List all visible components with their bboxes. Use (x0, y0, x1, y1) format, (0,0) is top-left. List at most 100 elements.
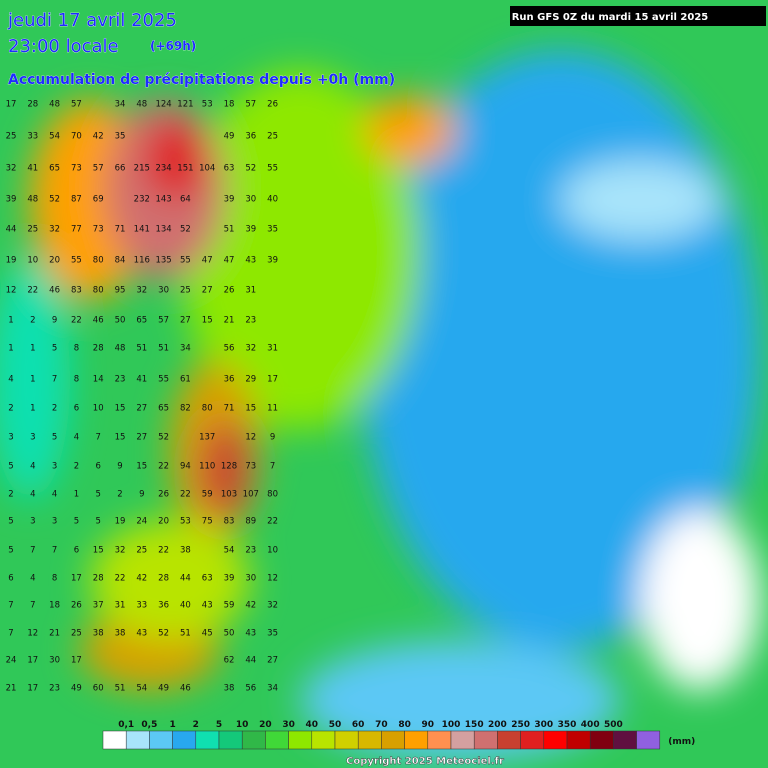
legend-swatch (357, 730, 382, 750)
grid-value: 44 (245, 656, 256, 666)
grid-value: 9 (52, 316, 57, 326)
grid-value: 44 (6, 225, 17, 235)
grid-value: 15 (136, 462, 147, 472)
grid-value: 41 (27, 164, 38, 174)
grid-value: 55 (180, 256, 191, 266)
grid-value: 53 (202, 100, 213, 110)
grid-value: 32 (6, 164, 17, 174)
legend-label: 2 (193, 720, 199, 730)
grid-value: 6 (74, 546, 79, 556)
grid-value: 38 (224, 684, 235, 694)
grid-value: 77 (71, 225, 82, 235)
grid-value: 10 (93, 404, 104, 414)
grid-value: 94 (180, 462, 191, 472)
grid-value: 59 (224, 601, 235, 611)
grid-value: 7 (30, 546, 35, 556)
grid-value: 37 (93, 601, 104, 611)
grid-value: 32 (267, 601, 278, 611)
grid-value: 7 (8, 629, 13, 639)
grid-value: 34 (267, 684, 278, 694)
grid-value: 42 (93, 132, 104, 142)
grid-value: 215 (134, 164, 150, 174)
grid-value: 1 (30, 375, 35, 385)
grid-value: 5 (95, 490, 100, 500)
grid-value: 45 (202, 629, 213, 639)
grid-value: 54 (136, 684, 147, 694)
legend-swatch (381, 730, 405, 750)
grid-value: 40 (180, 601, 191, 611)
grid-value: 26 (71, 601, 82, 611)
grid-value: 32 (115, 546, 126, 556)
grid-value: 6 (95, 462, 100, 472)
grid-value: 8 (74, 344, 79, 354)
grid-value: 35 (115, 132, 126, 142)
legend-label: 30 (282, 720, 295, 730)
grid-value: 7 (52, 375, 57, 385)
grid-value: 27 (202, 286, 213, 296)
grid-value: 22 (180, 490, 191, 500)
grid-value: 65 (136, 316, 147, 326)
grid-value: 107 (243, 490, 259, 500)
grid-value: 47 (224, 256, 235, 266)
grid-value: 57 (93, 164, 104, 174)
legend-swatch (241, 730, 266, 750)
grid-value: 4 (8, 375, 13, 385)
grid-value: 30 (245, 195, 256, 205)
grid-value: 66 (115, 164, 126, 174)
grid-value: 15 (202, 316, 213, 326)
grid-value: 25 (71, 629, 82, 639)
grid-value: 2 (8, 490, 13, 500)
grid-value: 62 (224, 656, 235, 666)
grid-value: 12 (27, 629, 38, 639)
grid-value: 43 (136, 629, 147, 639)
grid-value: 43 (245, 256, 256, 266)
grid-value: 61 (180, 375, 191, 385)
grid-value: 44 (180, 574, 191, 584)
grid-value: 25 (180, 286, 191, 296)
grid-value: 18 (49, 601, 60, 611)
grid-value: 32 (136, 286, 147, 296)
grid-value: 8 (52, 574, 57, 584)
grid-value: 83 (71, 286, 82, 296)
legend-swatch (195, 730, 220, 750)
grid-value: 17 (71, 574, 82, 584)
grid-value: 10 (267, 546, 278, 556)
date-title: jeudi 17 avril 2025 (7, 10, 177, 31)
grid-value: 22 (267, 517, 278, 527)
legend-swatch (334, 730, 359, 750)
grid-value: 1 (8, 316, 13, 326)
legend: 0,1 0,5 1 2 5 10 20 30 40 50 60 70 80 90 100 150 200 250 3… (102, 720, 695, 750)
legend-label: 400 (581, 720, 600, 730)
grid-value: 7 (8, 601, 13, 611)
grid-value: 73 (245, 462, 256, 472)
grid-value: 30 (49, 656, 60, 666)
grid-value: 3 (52, 517, 57, 527)
grid-value: 3 (8, 433, 13, 443)
grid-value: 15 (245, 404, 256, 414)
grid-value: 5 (52, 344, 57, 354)
precip-field (0, 50, 760, 760)
grid-value: 82 (180, 404, 191, 414)
grid-value: 53 (180, 517, 191, 527)
grid-value: 80 (93, 256, 104, 266)
grid-value: 71 (115, 225, 126, 235)
grid-value: 15 (115, 404, 126, 414)
legend-swatch (125, 730, 150, 750)
grid-value: 7 (52, 546, 57, 556)
grid-value: 20 (158, 517, 169, 527)
grid-value: 151 (177, 164, 193, 174)
grid-value: 46 (49, 286, 60, 296)
grid-value: 65 (49, 164, 60, 174)
grid-value: 23 (49, 684, 60, 694)
grid-value: 26 (158, 490, 169, 500)
legend-label: 90 (422, 720, 435, 730)
copyright: Copyright 2025 Meteociel.fr (346, 756, 504, 767)
grid-value: 232 (134, 195, 150, 205)
grid-value: 36 (245, 132, 256, 142)
grid-value: 95 (115, 286, 126, 296)
grid-value: 43 (245, 629, 256, 639)
grid-value: 39 (6, 195, 17, 205)
grid-value: 42 (136, 574, 147, 584)
